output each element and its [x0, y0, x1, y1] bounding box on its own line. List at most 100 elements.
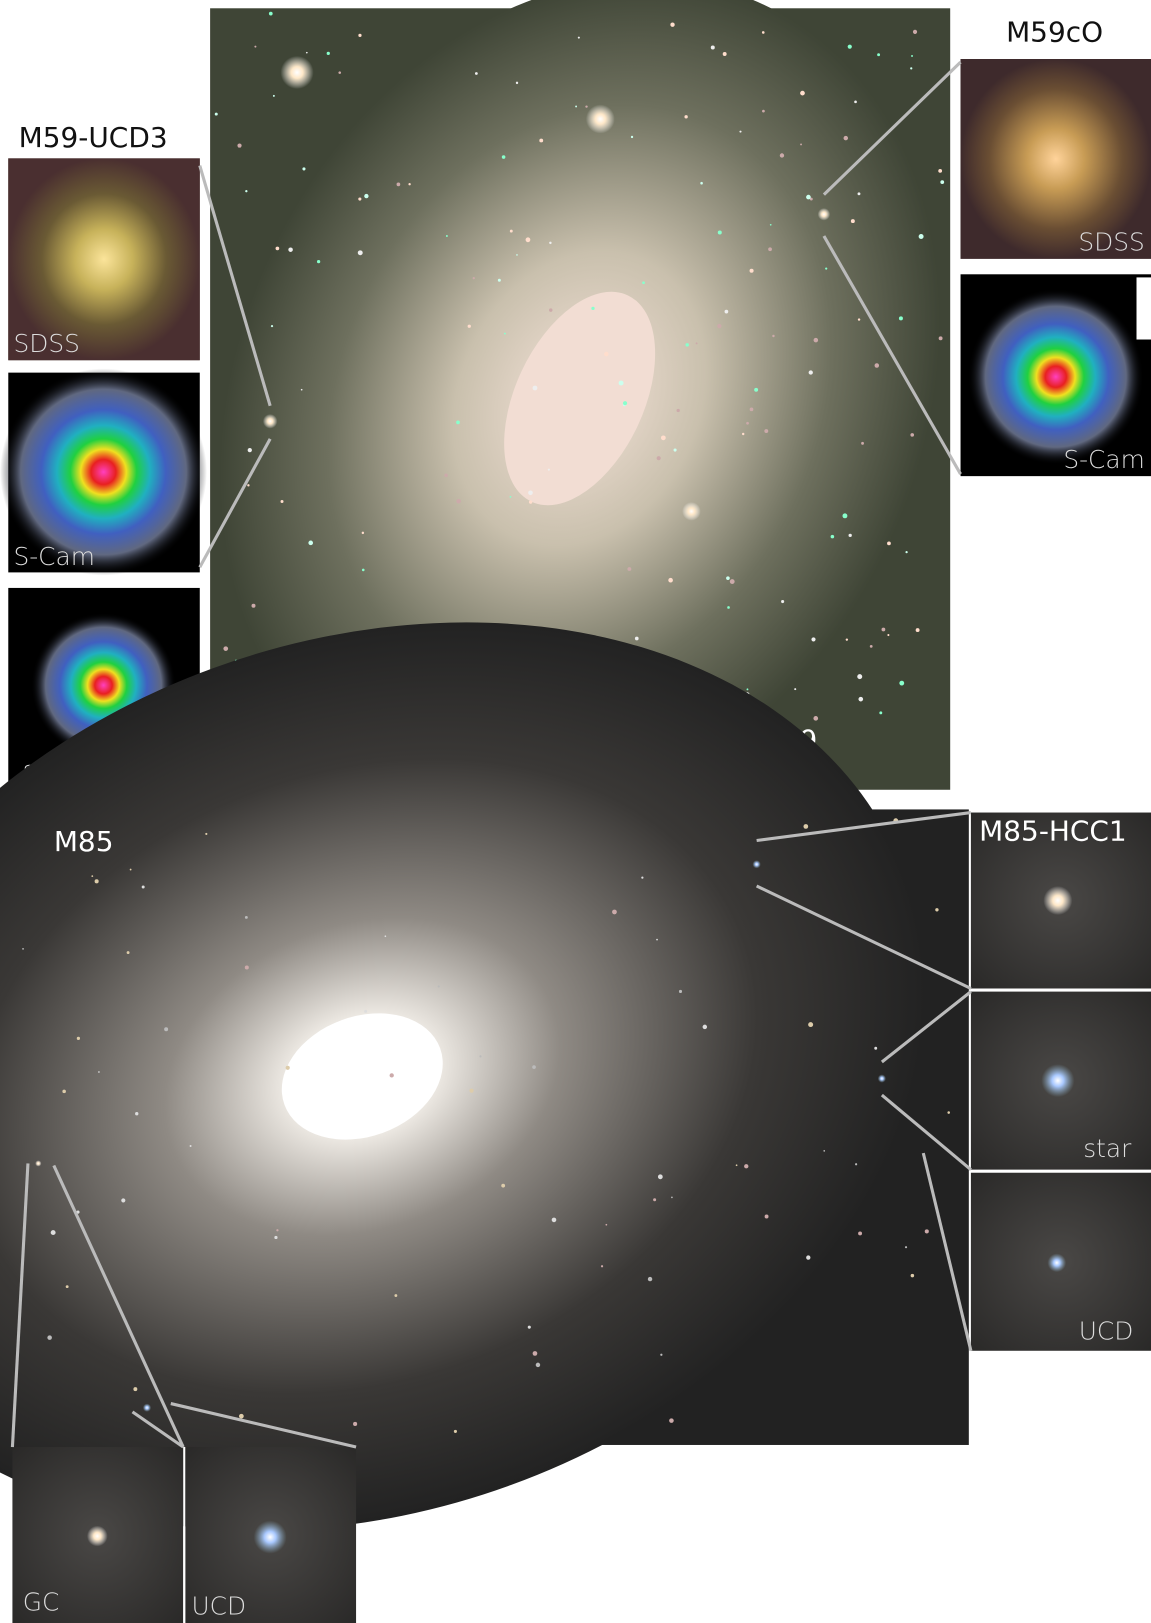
star [244, 965, 249, 970]
star [305, 51, 308, 54]
star [887, 541, 891, 546]
star [727, 606, 730, 609]
star [467, 324, 471, 328]
ucd3-scam-panel: S-Cam [0, 368, 208, 576]
star [501, 155, 506, 159]
star [205, 832, 208, 835]
star [855, 1163, 858, 1166]
star [408, 183, 411, 186]
star [245, 190, 248, 193]
star [361, 568, 365, 572]
star [605, 1223, 608, 1226]
star [940, 180, 945, 184]
star [656, 456, 661, 461]
co-sdss-panel: SDSS [960, 59, 1151, 259]
star [717, 323, 722, 329]
star [904, 1246, 908, 1249]
star [389, 1073, 394, 1078]
star [869, 644, 873, 648]
star [254, 45, 257, 48]
star [911, 55, 913, 57]
star [729, 579, 735, 584]
ucd-panel: UCD [185, 1447, 357, 1623]
star [630, 135, 634, 139]
star [772, 334, 775, 338]
star [735, 1164, 738, 1167]
hcc1-ucd-panel: UCD [970, 1172, 1151, 1351]
star [857, 674, 863, 680]
star [94, 879, 99, 884]
star [527, 1325, 531, 1329]
star [800, 143, 802, 146]
star [769, 223, 772, 226]
connectors [10, 810, 973, 1449]
star [539, 138, 544, 143]
ucd3-title: M59-UCD3 [19, 121, 168, 154]
panel-label: SDSS [1078, 227, 1144, 256]
star [684, 115, 688, 119]
star [660, 435, 666, 441]
star [575, 105, 578, 108]
star [622, 401, 628, 406]
star [22, 948, 24, 950]
star [549, 308, 553, 312]
star [288, 247, 293, 252]
hcc1-star-panel: star [970, 991, 1151, 1170]
star [938, 336, 943, 341]
panel-label: GC [23, 1588, 60, 1617]
star [845, 638, 849, 641]
star [857, 192, 861, 196]
star [881, 627, 886, 632]
star [717, 230, 722, 235]
star [739, 130, 742, 133]
star [525, 237, 531, 243]
star [660, 1353, 663, 1356]
star [547, 468, 550, 471]
star [877, 53, 881, 57]
star [129, 868, 132, 871]
star [854, 100, 857, 104]
star [577, 36, 580, 39]
star [133, 1387, 138, 1392]
star [247, 448, 252, 453]
star [585, 105, 588, 108]
star [874, 363, 880, 368]
star [302, 167, 306, 171]
star [935, 908, 939, 912]
star [813, 337, 819, 343]
star [768, 247, 772, 252]
star [749, 407, 754, 412]
star [394, 1294, 398, 1297]
star [474, 72, 478, 75]
star [532, 1351, 538, 1356]
star [842, 513, 848, 519]
star [744, 1164, 749, 1169]
star [685, 343, 689, 347]
star [762, 109, 765, 113]
star [358, 33, 362, 37]
star [634, 636, 639, 641]
star [97, 1071, 100, 1073]
star [308, 540, 314, 546]
star [700, 181, 703, 185]
star [808, 1022, 814, 1028]
star [779, 153, 785, 158]
star [710, 45, 715, 50]
star [437, 985, 440, 988]
star [678, 989, 683, 994]
star [357, 250, 363, 256]
star [808, 370, 813, 375]
star [781, 599, 785, 604]
star [861, 441, 864, 445]
star [591, 306, 595, 311]
star [724, 309, 729, 314]
star [915, 628, 920, 632]
star [50, 1230, 56, 1236]
panel-label: SDSS [13, 329, 79, 358]
star [509, 229, 513, 233]
star [642, 281, 645, 285]
star [135, 1112, 139, 1116]
star [497, 278, 501, 282]
star [444, 473, 448, 478]
star [809, 197, 813, 201]
